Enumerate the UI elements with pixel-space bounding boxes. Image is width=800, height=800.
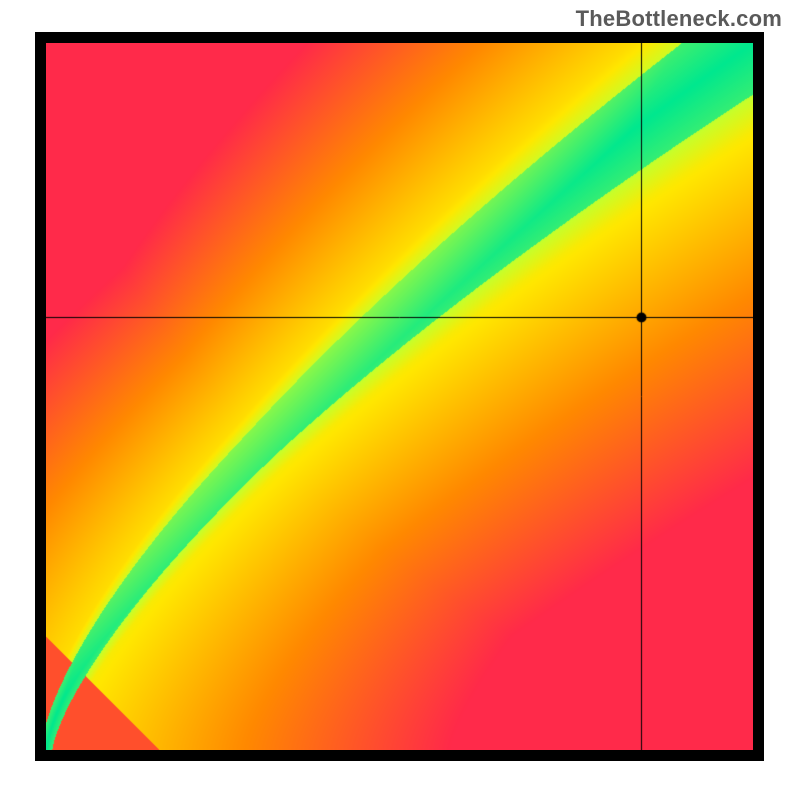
attribution-text: TheBottleneck.com xyxy=(576,6,782,32)
chart-frame xyxy=(35,32,764,761)
chart-container: TheBottleneck.com xyxy=(0,0,800,800)
bottleneck-heatmap xyxy=(46,43,753,750)
